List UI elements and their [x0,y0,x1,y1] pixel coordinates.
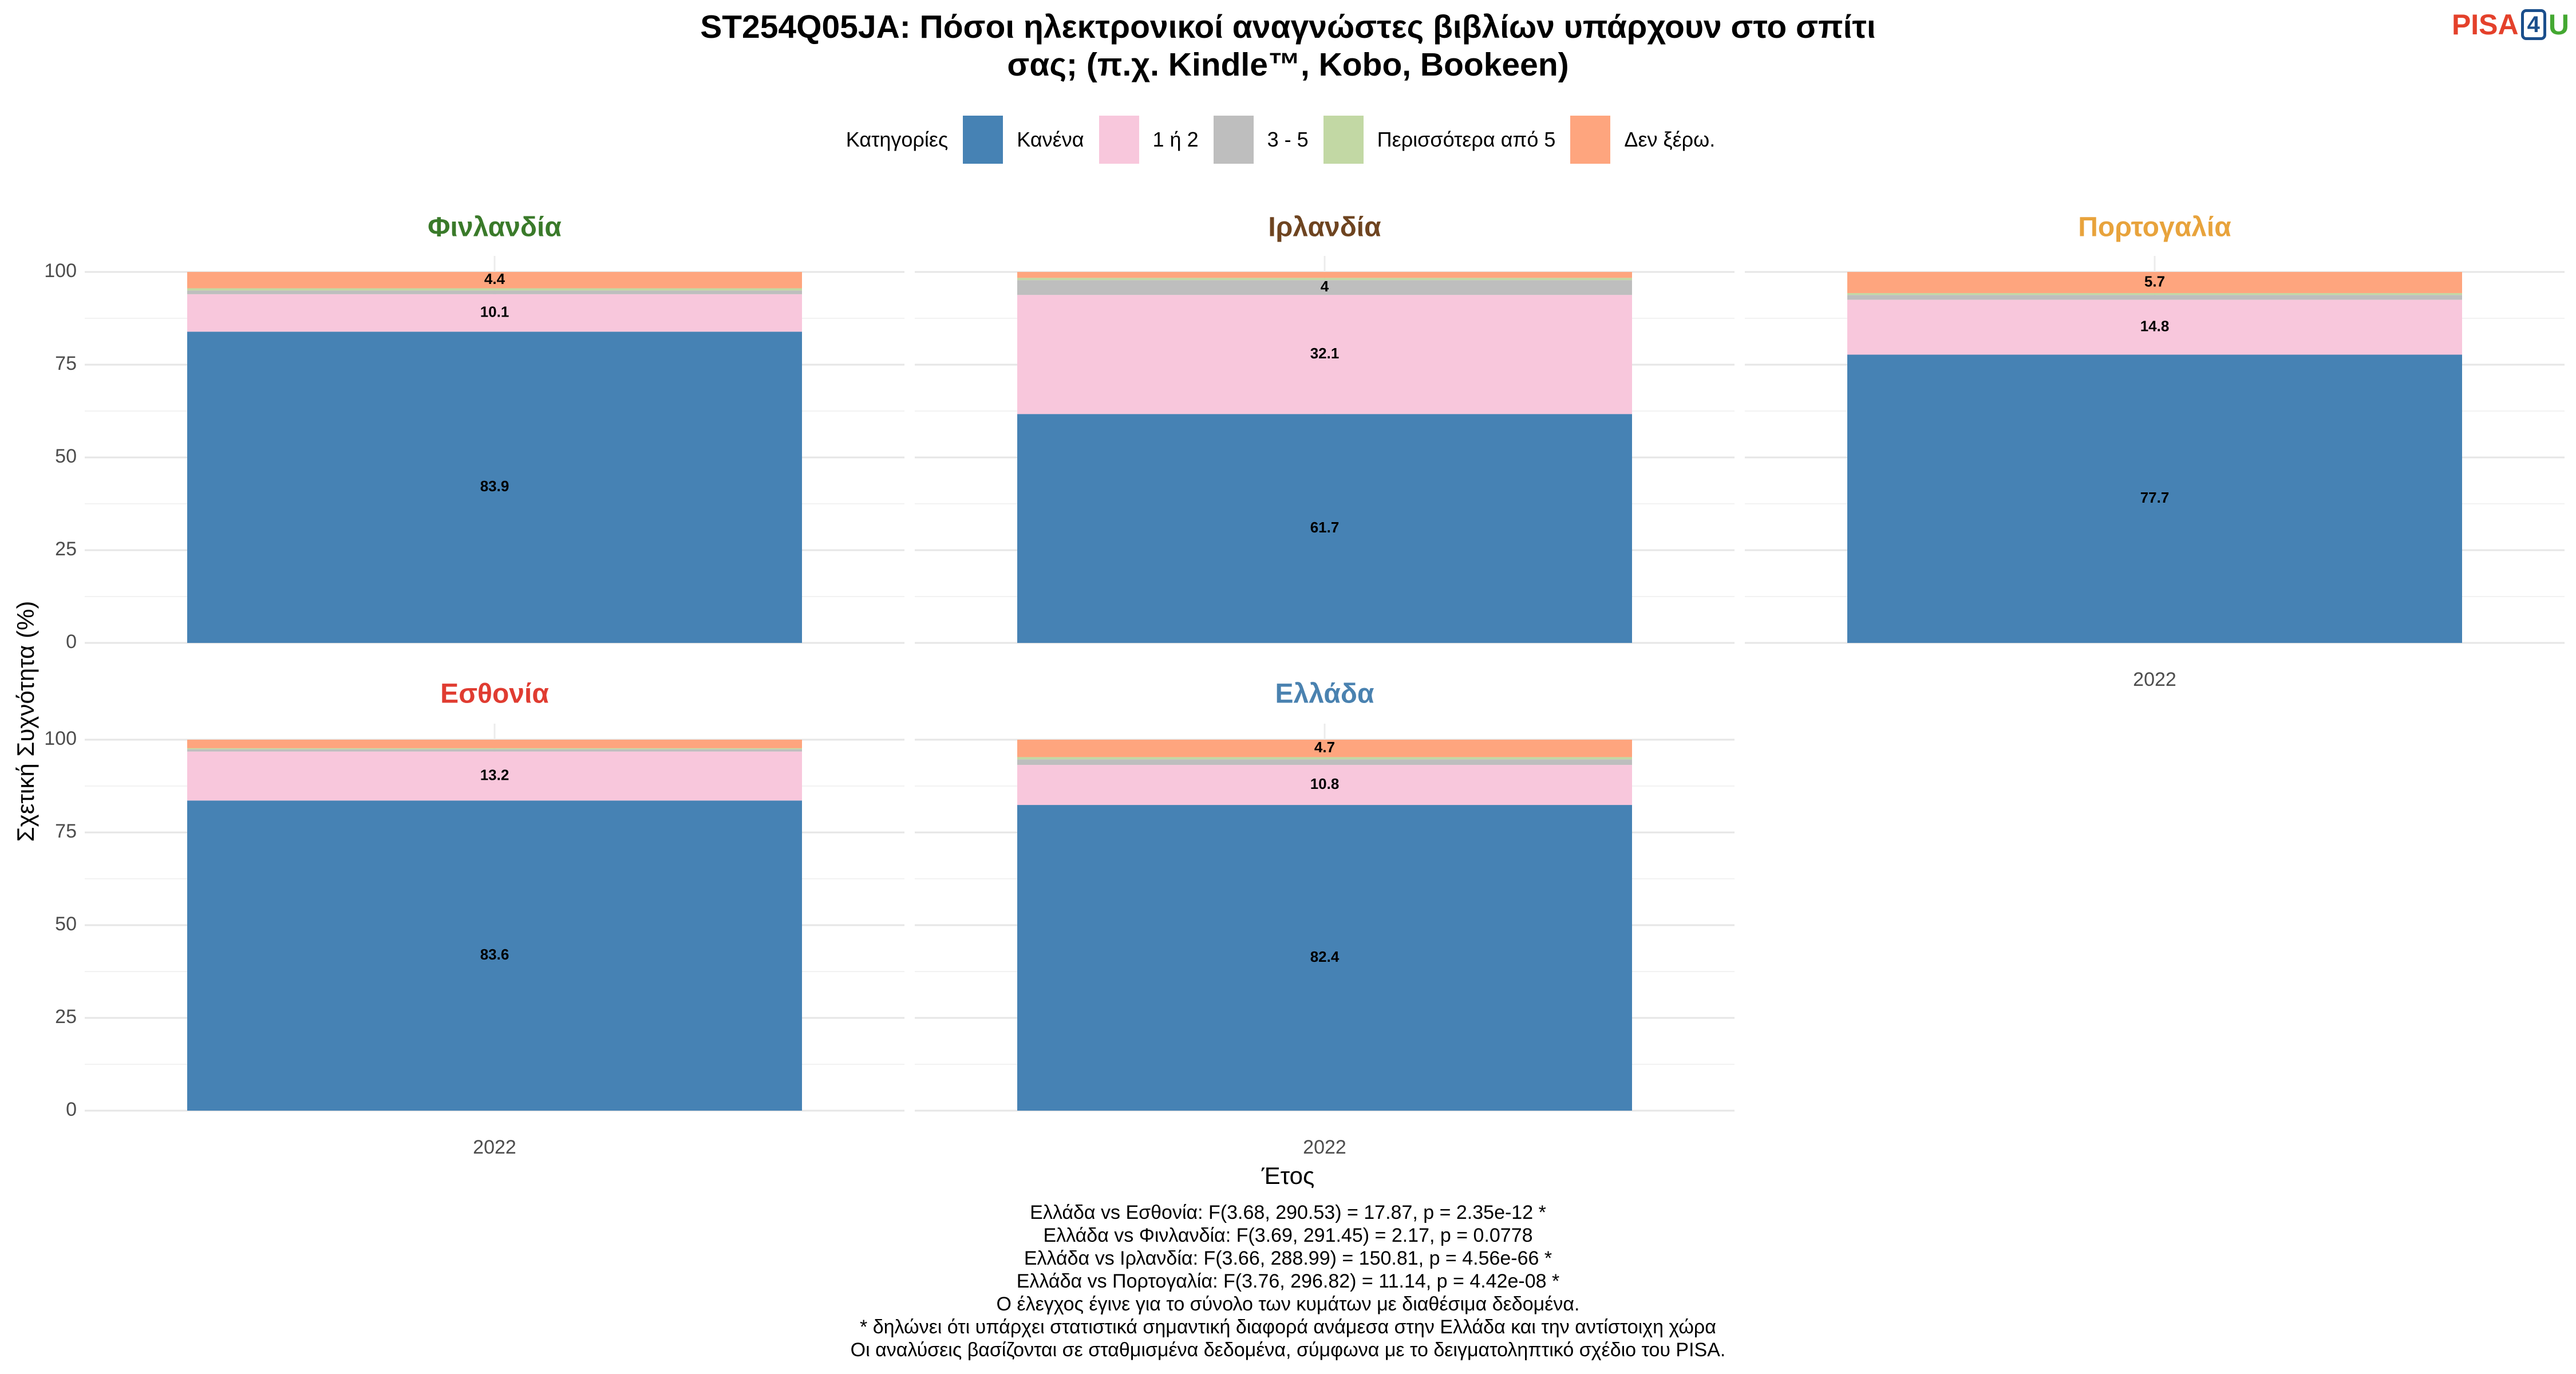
bar-value-label: 10.1 [480,303,509,320]
legend-item-3-5: 3 - 5 [1213,116,1309,164]
bar-segment [187,331,802,643]
legend-swatch [1099,116,1139,164]
facet-title: Φινλανδία [428,212,562,243]
y-tick-label: 0 [66,1099,77,1120]
bar-segment [1017,272,1632,278]
footer-line: Ελλάδα vs Φινλανδία: F(3.69, 291.45) = 2… [1043,1225,1533,1246]
legend-item-dont-know: Δεν ξέρω. [1570,116,1715,164]
chart-title-line-2: σας; (π.χ. Kindle™, Kobo, Bookeen) [1007,46,1569,83]
chart-title-line-1: ST254Q05JA: Πόσοι ηλεκτρονικοί αναγνώστε… [700,9,1876,45]
y-tick-label: 25 [55,538,77,560]
bar-segment [1017,414,1632,643]
bar-value-label: 77.7 [2140,489,2170,506]
bar-segment [187,272,802,289]
bar-segment [1847,354,2462,643]
chart-legend: Κατηγορίες Κανένα 1 ή 2 3 - 5 Περισσότερ… [0,116,2576,164]
y-tick-label: 50 [55,445,77,467]
legend-label: 1 ή 2 [1152,128,1199,151]
y-tick-label: 75 [55,353,77,374]
facet-title: Ελλάδα [1275,679,1374,709]
footer-line: Ο έλεγχος έγινε για το σύνολο των κυμάτω… [996,1293,1580,1315]
x-axis-title: Έτος [1261,1162,1315,1189]
bar-segment [1017,757,1632,760]
bar-segment [1847,295,2462,300]
bar-value-label: 4.7 [1314,739,1335,756]
bar-value-label: 10.8 [1310,775,1340,792]
bar-segment [187,751,802,801]
logo-text-pisa: PISA [2451,9,2519,41]
x-tick-label: 2022 [473,1136,516,1158]
chart-footer-notes: Ελλάδα vs Εσθονία: F(3.68, 290.53) = 17.… [0,1201,2576,1361]
footer-line: Οι αναλύσεις βασίζονται σε σταθμισμένα δ… [850,1339,1726,1361]
bar-value-label: 4 [1321,278,1329,295]
bar-segment [1017,765,1632,806]
bar-segment [187,288,802,291]
bar-segment [1017,278,1632,281]
footer-line: Ελλάδα vs Ιρλανδία: F(3.66, 288.99) = 15… [1024,1247,1552,1269]
bar-segment [187,740,802,748]
legend-title: Κατηγορίες [846,128,949,151]
bar-segment [187,749,802,752]
bar-value-label: 61.7 [1310,519,1340,536]
y-tick-label: 25 [55,1006,77,1028]
bar-value-label: 4.4 [484,270,505,287]
footer-line: Ελλάδα vs Πορτογαλία: F(3.76, 296.82) = … [1016,1270,1560,1292]
x-tick-label: 2022 [1303,1136,1346,1158]
bar-segment [1017,759,1632,765]
bar-value-label: 13.2 [480,766,509,783]
bar-segment [1847,272,2462,293]
y-tick-label: 100 [44,728,77,749]
y-tick-label: 0 [66,631,77,653]
bar-value-label: 5.7 [2144,273,2165,290]
legend-swatch [1213,116,1254,164]
bar-value-label: 83.9 [480,477,509,495]
bar-segment [187,290,802,294]
legend-label: 3 - 5 [1267,128,1309,151]
bar-segment [1017,295,1632,414]
y-axis-title: Σχετική Συχνότητα (%) [12,601,39,842]
bar-segment [1847,299,2462,355]
bar-segment [187,800,802,1111]
bar-value-label: 82.4 [1310,948,1340,965]
bar-value-label: 14.8 [2140,317,2170,334]
bar-segment [187,748,802,749]
legend-label: Κανένα [1017,128,1084,151]
bar-segment [1017,280,1632,295]
bar-segment [187,294,802,332]
facet-title: Πορτογαλία [2078,212,2231,243]
legend-swatch [1323,116,1364,164]
bar-segment [1017,740,1632,757]
y-tick-label: 75 [55,820,77,842]
facet-title: Ιρλανδία [1268,212,1381,243]
bar-segment [1847,293,2462,295]
x-tick-label: 2022 [2133,669,2176,690]
y-tick-label: 100 [44,260,77,282]
pisa4u-logo: PISA 4 U [2452,8,2569,41]
legend-item-none: Κανένα [963,116,1084,164]
legend-label: Περισσότερα από 5 [1377,128,1556,151]
y-tick-label: 50 [55,913,77,935]
bar-value-label: 83.6 [480,946,509,963]
footer-line: Ελλάδα vs Εσθονία: F(3.68, 290.53) = 17.… [1030,1202,1546,1223]
legend-item-1-2: 1 ή 2 [1099,116,1199,164]
legend-item-more-than-5: Περισσότερα από 5 [1323,116,1556,164]
logo-text-4: 4 [2520,9,2546,40]
logo-text-u: U [2548,9,2569,41]
legend-label: Δεν ξέρω. [1624,128,1716,151]
legend-swatch [963,116,1003,164]
footer-line: * δηλώνει ότι υπάρχει στατιστικά σημαντι… [860,1316,1716,1338]
facet-title: Εσθονία [440,679,549,709]
legend-swatch [1570,116,1611,164]
y-axis-title-box: Σχετική Συχνότητα (%) [0,601,52,842]
bar-segment [1017,805,1632,1111]
bar-value-label: 32.1 [1310,345,1340,362]
